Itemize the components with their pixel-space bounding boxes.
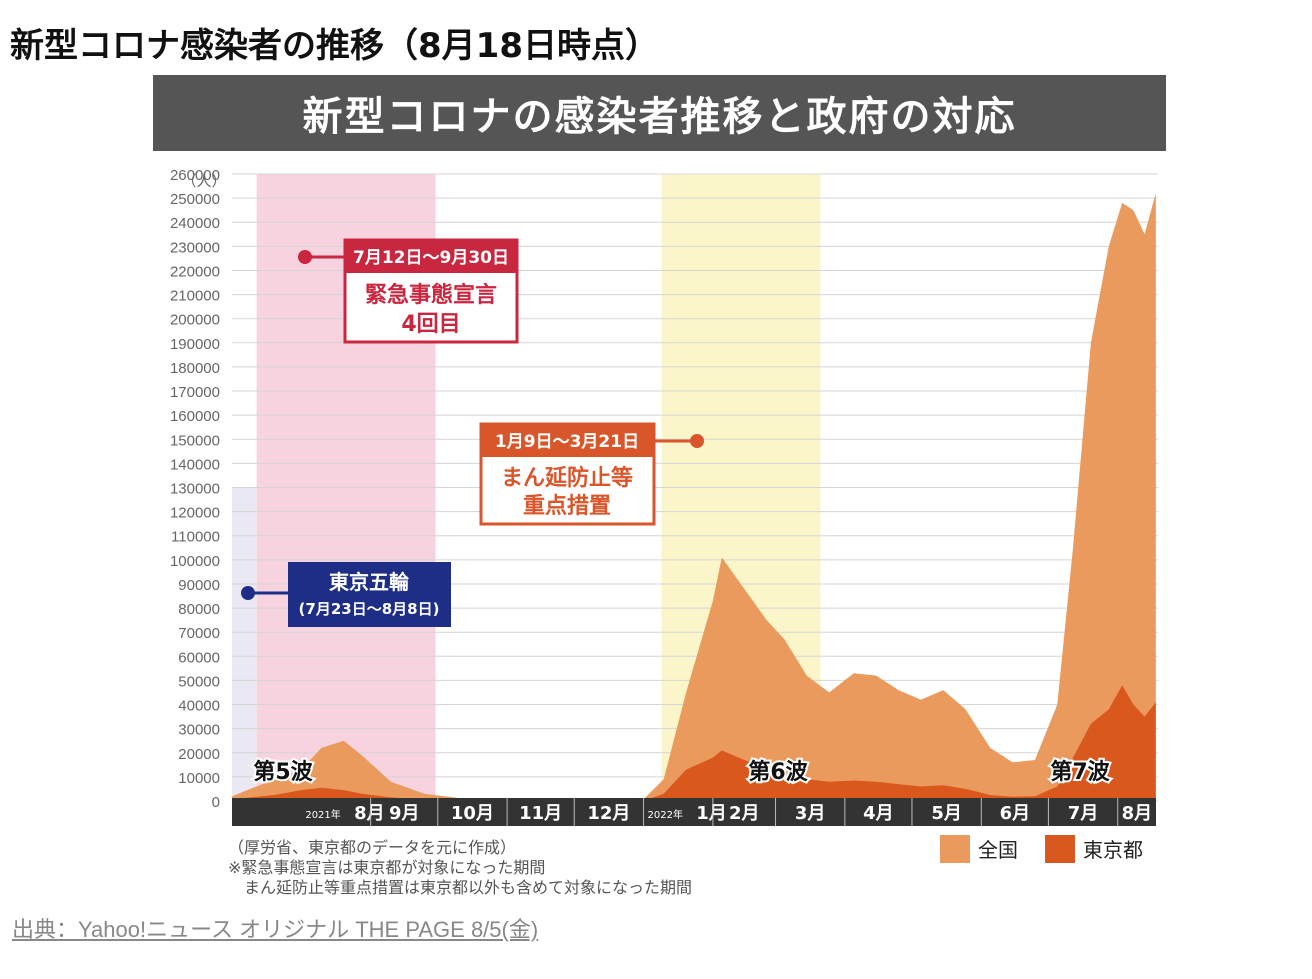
wave-label: 第6波 <box>748 759 808 785</box>
x-tick-year: 2022年 <box>648 808 683 821</box>
y-tick-label: 30000 <box>178 722 220 739</box>
y-tick-label: 170000 <box>170 384 220 401</box>
x-tick-label: 6月 <box>1000 803 1031 824</box>
annotation-emergency-dot <box>298 250 312 264</box>
x-tick-label: 5月 <box>931 803 962 824</box>
note-source-line: （厚労省、東京都のデータを元に作成） <box>228 838 517 857</box>
legend-item-national: 全国 <box>940 834 1018 863</box>
x-tick-label: 11月 <box>519 803 562 824</box>
x-tick-label: 4月 <box>863 803 894 824</box>
legend-item-tokyo: 東京都 <box>1045 834 1143 863</box>
y-tick-label: 140000 <box>170 456 220 473</box>
annotation-olympics-dot <box>241 586 255 600</box>
y-tick-label: 100000 <box>170 553 220 570</box>
x-tick-label: 9月 <box>389 803 420 824</box>
y-tick-label: 60000 <box>178 649 220 666</box>
y-unit-label: （人） <box>181 172 226 190</box>
x-tick-label: 2月 <box>729 803 760 824</box>
y-tick-label: 50000 <box>178 673 220 690</box>
y-tick-label: 210000 <box>170 288 220 305</box>
page-title: 新型コロナ感染者の推移（8月18日時点） <box>10 26 659 66</box>
y-tick-label: 80000 <box>178 601 220 618</box>
y-tick-label: 160000 <box>170 408 220 425</box>
x-tick-label: 3月 <box>795 803 826 824</box>
annotation-manbo-subtitle: 重点措置 <box>523 493 611 519</box>
annotation-emergency-title: 緊急事態宣言 <box>365 282 497 308</box>
annotation-emergency-subtitle: 4回目 <box>401 312 460 337</box>
annotation-manbo-dot <box>690 434 704 448</box>
series-tokyo-area <box>232 685 1156 801</box>
x-tick-label: 1月 <box>696 803 727 824</box>
legend-label-tokyo: 東京都 <box>1083 838 1143 862</box>
annotation-olympics: 東京五輪 (7月23日〜8月8日) <box>241 562 451 627</box>
series-national-area <box>232 193 1156 802</box>
y-tick-label: 190000 <box>170 336 220 353</box>
x-tick-year: 2021年 <box>305 808 340 821</box>
y-tick-label: 110000 <box>171 529 220 546</box>
y-tick-label: 0 <box>212 794 220 811</box>
y-tick-label: 120000 <box>170 505 220 522</box>
wave-label: 第7波 <box>1050 759 1110 785</box>
legend-label-national: 全国 <box>978 838 1018 862</box>
annotation-manbo-header <box>481 424 654 457</box>
annotation-manbo-title: まん延防止等 <box>501 465 633 491</box>
y-tick-label: 70000 <box>178 625 220 642</box>
x-tick-label: 10月 <box>451 803 494 824</box>
annotation-emergency-header <box>345 240 517 273</box>
annotation-olympics-title: 東京五輪 <box>329 570 410 594</box>
note-manbo-line: まん延防止等重点措置は東京都以外も含めて対象になった期間 <box>228 878 693 897</box>
y-tick-label: 130000 <box>170 481 220 498</box>
legend-swatch-tokyo <box>1045 834 1075 863</box>
annotation-olympics-period: (7月23日〜8月8日) <box>299 600 440 618</box>
y-tick-label: 90000 <box>178 577 220 594</box>
y-tick-label: 150000 <box>170 432 220 449</box>
x-tick-label: 8月 <box>354 803 385 824</box>
x-tick-label: 8月 <box>1122 803 1153 824</box>
y-tick-label: 40000 <box>178 698 220 715</box>
band-olympics <box>232 487 257 801</box>
y-tick-label: 180000 <box>170 360 220 377</box>
y-tick-label: 20000 <box>178 746 220 763</box>
x-axis-bar <box>232 798 1156 826</box>
y-tick-label: 260000 <box>170 167 220 184</box>
y-tick-label: 230000 <box>170 239 220 256</box>
note-emergency-line: ※緊急事態宣言は東京都が対象になった期間 <box>228 858 546 877</box>
chart-banner-title: 新型コロナの感染者推移と政府の対応 <box>153 75 1166 151</box>
source-link[interactable]: 出典：Yahoo!ニュース オリジナル THE PAGE 8/5(金) <box>12 917 539 942</box>
x-tick-label: 7月 <box>1068 803 1099 824</box>
wave-label: 第5波 <box>253 759 313 785</box>
x-tick-label: 12月 <box>587 803 630 824</box>
y-tick-label: 240000 <box>170 215 220 232</box>
annotation-emergency-period: 7月12日〜9月30日 <box>353 248 509 268</box>
legend-swatch-national <box>940 834 970 863</box>
annotation-olympics-box <box>288 562 451 627</box>
annotation-manbo-period: 1月9日〜3月21日 <box>495 432 639 452</box>
y-tick-label: 200000 <box>170 312 220 329</box>
y-tick-label: 250000 <box>170 191 220 208</box>
y-tick-label: 10000 <box>178 770 220 787</box>
y-tick-label: 220000 <box>170 263 220 280</box>
